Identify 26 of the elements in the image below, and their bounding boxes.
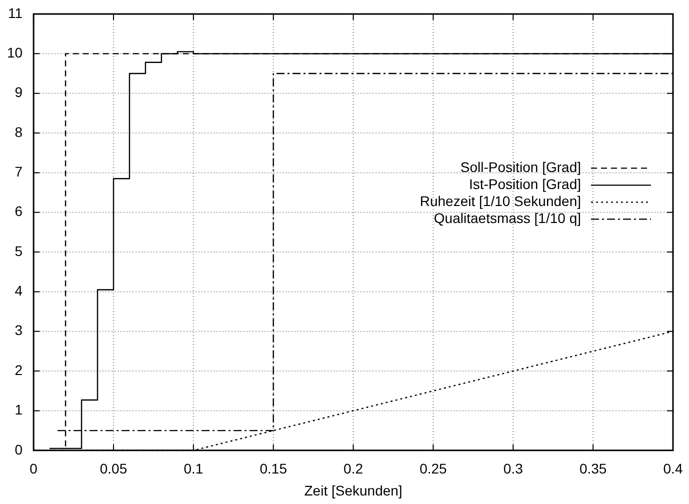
y-tick-label: 2 [14,362,23,378]
x-tick-label: 0.25 [420,460,448,477]
x-tick-label: 0.15 [260,460,288,477]
y-tick-label: 7 [14,164,23,180]
legend-label: Soll-Position [Grad] [460,159,581,176]
legend-label: Ruhezeit [1/10 Sekunden] [420,193,581,210]
y-tick-label: 4 [14,282,23,299]
y-tick-label: 11 [8,4,23,21]
y-tick-label: 0 [14,441,23,458]
y-tick-label: 1 [14,402,23,418]
y-tick-label: 5 [14,242,23,259]
x-tick-label: 0.2 [344,460,364,477]
x-tick-label: 0 [30,460,38,477]
y-tick-label: 10 [6,44,23,61]
legend-label: Ist-Position [Grad] [468,176,581,192]
y-tick-label: 3 [14,322,23,338]
x-axis-title: Zeit [Sekunden] [304,482,402,498]
y-tick-label: 6 [14,203,23,220]
legend-label: Qualitaetsmass [1/10 q] [434,210,581,226]
y-tick-label: 9 [14,84,23,100]
x-tick-label: 0.05 [100,460,128,477]
x-tick-label: 0.4 [663,460,683,477]
x-tick-label: 0.1 [184,460,204,477]
y-tick-label: 8 [14,124,23,140]
x-tick-label: 0.35 [579,460,607,477]
x-tick-label: 0.3 [503,460,524,477]
